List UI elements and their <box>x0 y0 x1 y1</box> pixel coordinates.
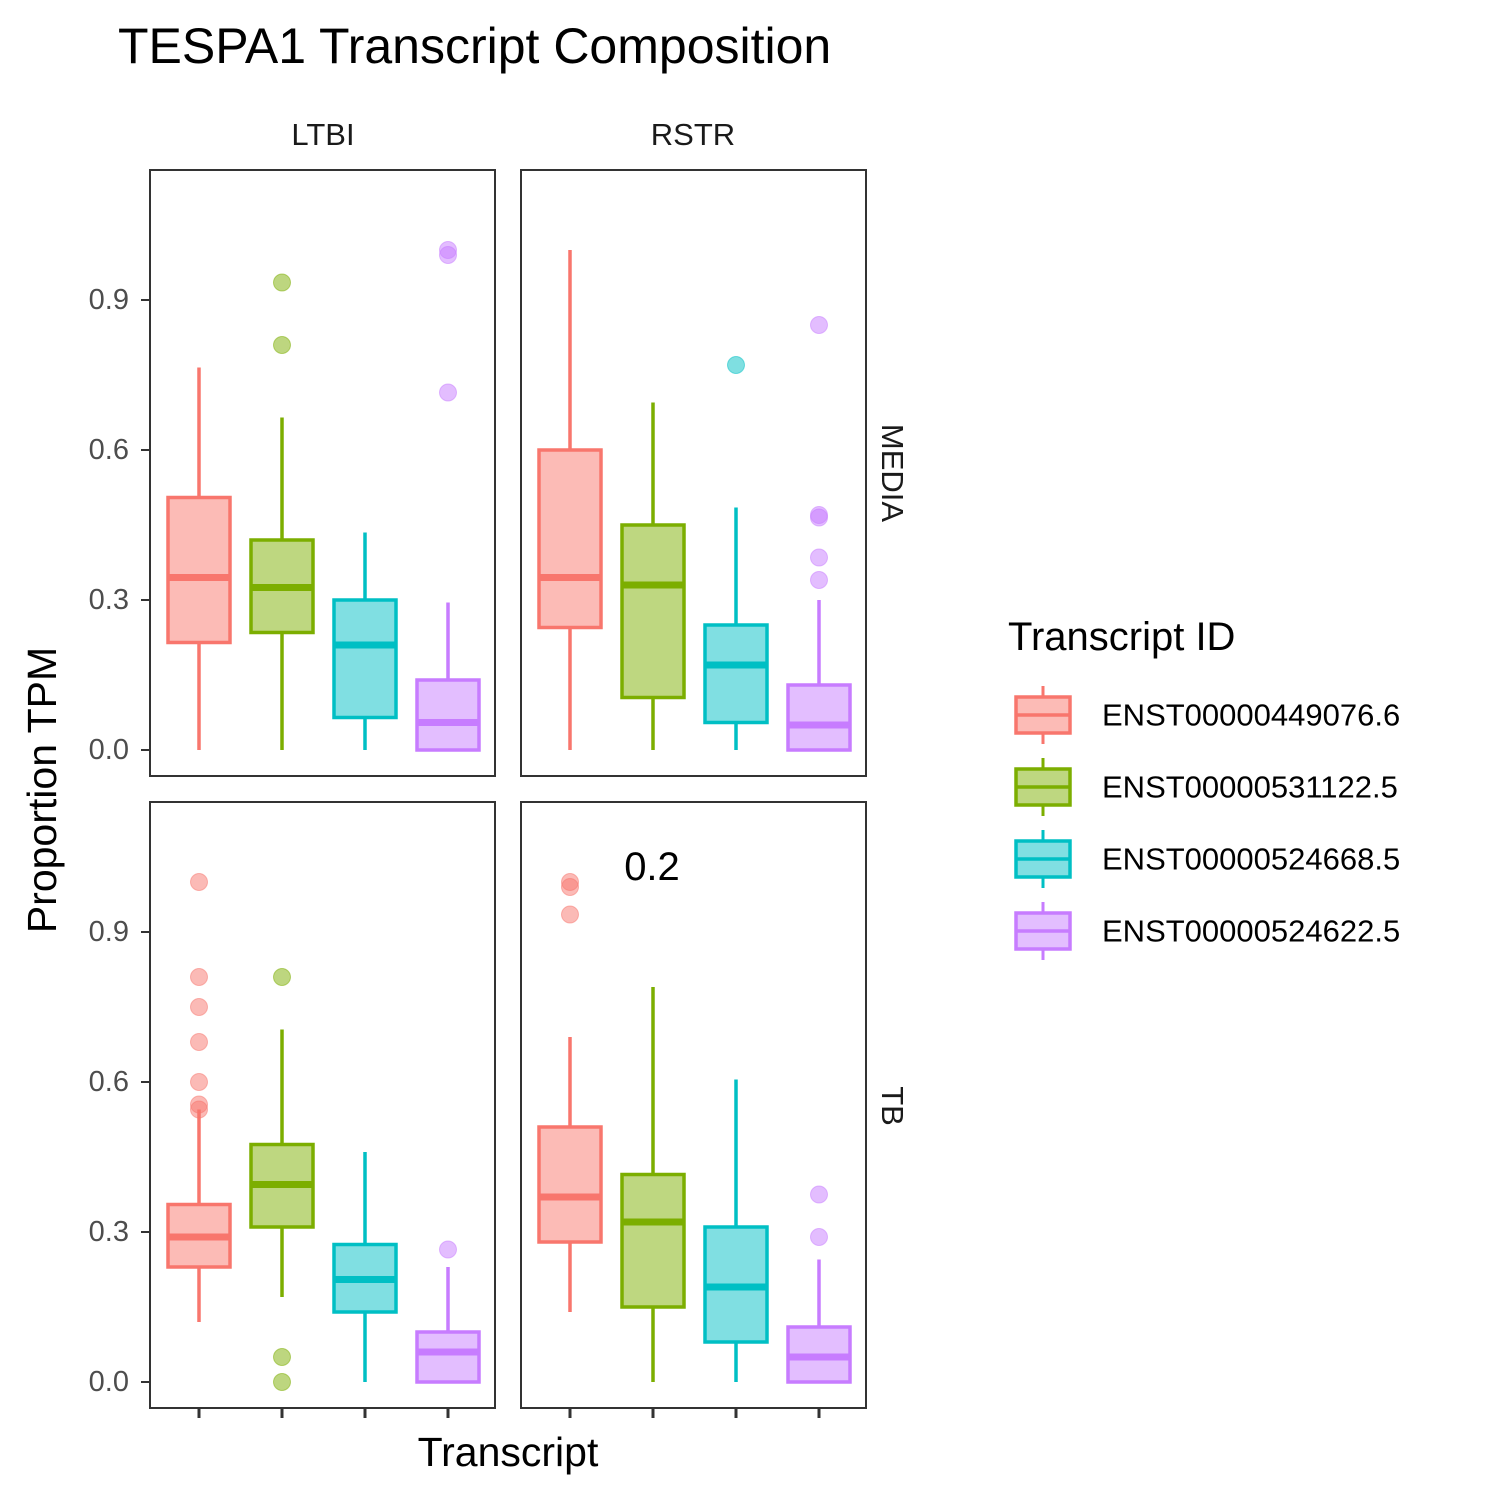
outlier-point <box>190 998 208 1016</box>
legend-label: ENST00000449076.6 <box>1102 698 1400 733</box>
box-ENST00000449076.6 <box>537 250 603 750</box>
outlier-point <box>273 336 291 354</box>
outlier-point <box>190 1073 208 1091</box>
outlier-point <box>810 548 828 567</box>
box-iqr <box>703 623 769 725</box>
y-tick-label: 0.3 <box>89 1216 129 1248</box>
legend-label: ENST00000531122.5 <box>1102 770 1398 805</box>
box-iqr <box>166 495 232 645</box>
box-iqr <box>415 678 481 752</box>
y-tick-label: 0.0 <box>89 1366 129 1398</box>
box-ENST00000524622.5 <box>415 241 481 752</box>
box-ENST00000449076.6 <box>166 367 232 750</box>
outlier-point <box>273 273 291 292</box>
outlier-point <box>810 571 828 589</box>
outlier-point <box>810 316 828 334</box>
box-ENST00000531122.5 <box>249 273 315 750</box>
box-iqr <box>537 448 603 630</box>
outlier-point <box>190 873 208 891</box>
strip-label-ltbi: LTBI <box>291 117 354 152</box>
y-axis-title: Proportion TPM <box>19 647 65 933</box>
outlier-point <box>190 968 208 986</box>
strip-label-rstr: RSTR <box>651 117 735 152</box>
outlier-point <box>810 508 828 527</box>
outlier-point <box>439 246 457 264</box>
panel-rstr-tb: 0.2 <box>520 801 867 1418</box>
y-tick-label: 0.9 <box>89 284 129 316</box>
box-iqr <box>620 1172 686 1309</box>
legend-item: ENST00000524622.5 <box>1014 902 1400 960</box>
outlier-point <box>810 1228 828 1246</box>
panel-border <box>149 169 496 777</box>
panels: 0.0 0.3 0.6 0.9 0.0 0.3 0.6 0.9 0.2 <box>89 169 867 1418</box>
box-ENST00000449076.6 <box>166 873 232 1322</box>
y-tick-label: 0.3 <box>89 584 129 616</box>
outlier-point <box>727 356 745 374</box>
y-tick-label: 0.6 <box>89 434 129 466</box>
legend-label: ENST00000524622.5 <box>1102 914 1400 949</box>
outlier-point <box>190 1100 208 1119</box>
box-ENST00000524622.5 <box>786 316 852 752</box>
strip-label-media: MEDIA <box>875 424 910 523</box>
outlier-point <box>561 905 579 924</box>
outlier-point <box>190 1033 208 1051</box>
box-ENST00000449076.6 <box>537 873 603 1312</box>
y-tick-label: 0.9 <box>89 916 129 948</box>
box-ENST00000524668.5 <box>703 1079 769 1382</box>
box-iqr <box>537 1125 603 1244</box>
box-iqr <box>620 523 686 700</box>
chart-title: TESPA1 Transcript Composition <box>118 18 831 74</box>
box-ENST00000524668.5 <box>332 532 398 750</box>
legend-label: ENST00000524668.5 <box>1102 842 1400 877</box>
panel-ltbi-media: 0.0 0.3 0.6 0.9 <box>89 169 496 777</box>
strip-label-tb: TB <box>875 1086 910 1126</box>
panel-rstr-media <box>520 169 867 777</box>
x-axis-title: Transcript <box>418 1429 599 1475</box>
box-ENST00000524622.5 <box>786 1185 852 1384</box>
legend: Transcript ID ENST00000449076.6ENST00000… <box>1008 615 1400 960</box>
outlier-point <box>561 878 579 896</box>
outlier-point <box>273 968 291 986</box>
panel-ltbi-tb: 0.0 0.3 0.6 0.9 <box>89 801 496 1418</box>
y-tick-label: 0.0 <box>89 734 129 766</box>
box-iqr <box>786 683 852 752</box>
panel-annotation: 0.2 <box>624 845 680 889</box>
legend-item: ENST00000531122.5 <box>1014 758 1398 816</box>
legend-title: Transcript ID <box>1008 615 1235 659</box>
legend-items: ENST00000449076.6 ENST00000531122.5 ENST00… <box>1014 686 1400 960</box>
outlier-point <box>810 1185 828 1204</box>
outlier-point <box>273 1348 291 1366</box>
box-iqr <box>332 598 398 720</box>
box-ENST00000524622.5 <box>415 1240 481 1384</box>
y-tick-label: 0.6 <box>89 1066 129 1098</box>
box-ENST00000524668.5 <box>703 356 769 750</box>
box-ENST00000531122.5 <box>620 402 686 750</box>
box-ENST00000524668.5 <box>332 1152 398 1382</box>
outlier-point <box>439 383 457 402</box>
box-ENST00000531122.5 <box>249 968 315 1391</box>
outlier-point <box>439 1240 457 1259</box>
panel-border <box>520 801 867 1409</box>
legend-item: ENST00000524668.5 <box>1014 830 1400 888</box>
box-iqr <box>415 1330 481 1384</box>
outlier-point <box>273 1373 291 1391</box>
legend-item: ENST00000449076.6 <box>1014 686 1400 744</box>
box-ENST00000531122.5 <box>620 987 686 1382</box>
